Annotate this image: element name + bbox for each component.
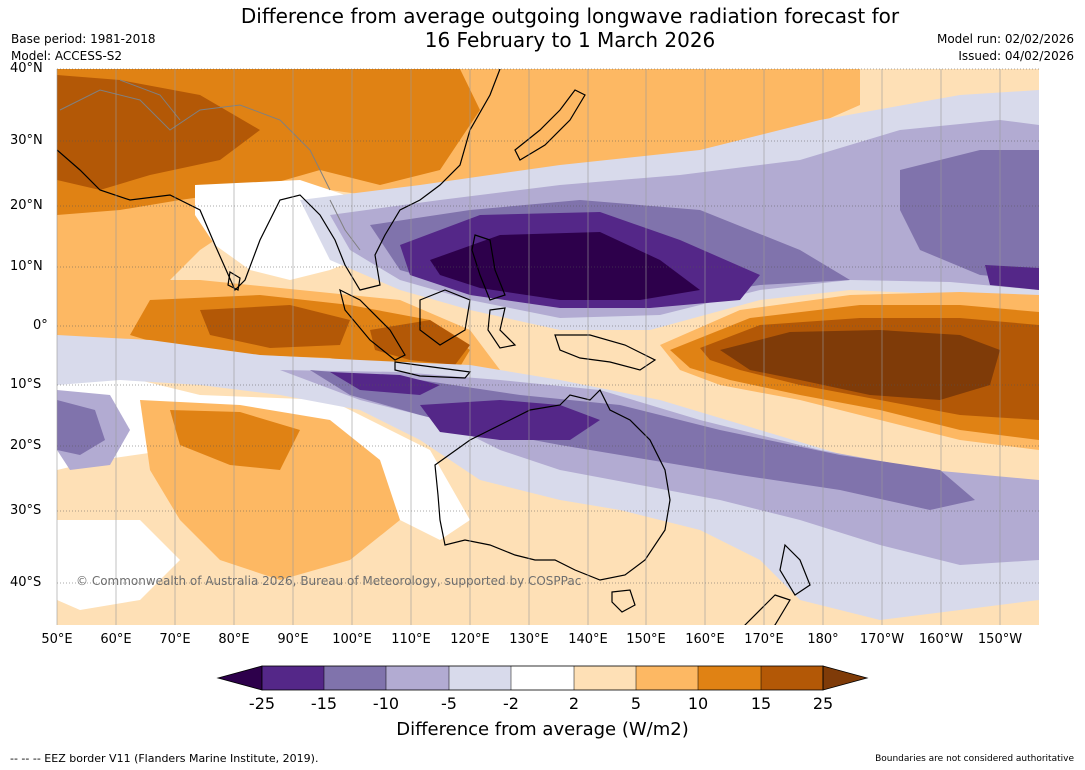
lon-label-170e: 170°E [744,632,784,647]
colorbar-bin-7 [636,666,698,690]
meridians [56,69,1001,625]
lon-label-70e: 70°E [159,632,191,647]
lon-label-140e: 140°E [568,632,608,647]
colorbar-tick: -5 [441,694,457,713]
model-run: Model run: 02/02/2026 [936,32,1074,46]
lat-label-30n: 30°N [10,133,43,148]
colorbar-bin-2 [324,666,386,690]
lat-label-40n: 40°N [10,61,43,76]
south-negative-region [57,335,1039,620]
sumatra-landmass [339,288,406,361]
west-pacific-extreme-negative [430,232,700,300]
meta-left: Base period: 1981-2018 Model: ACCESS-S2 [11,31,156,65]
lon-label-110e: 110°E [391,632,431,647]
north-very-strong-positive-region [57,75,260,190]
lat-label-equator: 0° [33,318,48,333]
lat-label-30s: 30°S [10,503,42,518]
lon-label-100e: 100°E [332,632,372,647]
lon-label-130e: 130°E [509,632,549,647]
anomaly-field [57,69,1039,625]
pacific-extreme-positive [720,330,1000,400]
eez-border-note: -- -- -- EEZ border V11 (Flanders Marine… [10,752,319,765]
lat-label-10s: 10°S [10,377,42,392]
java-landmass [394,361,472,379]
south-indian-strong-positive [170,410,300,470]
lon-label-150w: 150°W [977,632,1023,647]
colorbar-tick: 5 [630,694,642,713]
lat-label-40s: 40°S [10,575,42,590]
colorbar-label: Difference from average (W/m2) [396,719,689,740]
colorbar-bin-3 [386,666,449,690]
central-pacific-strong-negative [900,150,1039,280]
title-line-1: Difference from average outgoing longwav… [240,4,900,28]
lon-label-160w: 160°W [918,632,964,647]
colorbar-bin-1 [262,666,324,690]
lon-label-170w: 170°W [859,632,905,647]
copyright-notice: © Commonwealth of Australia 2026, Bureau… [76,574,582,588]
sulawesi-landmass [487,307,517,349]
australia-landmass [434,388,671,581]
lon-label-80e: 80°E [218,632,250,647]
colorbar-tick: -25 [248,694,276,713]
base-period: Base period: 1981-2018 [11,32,156,46]
lon-label-90e: 90°E [277,632,309,647]
model-name: Model: ACCESS-S2 [11,49,123,63]
lat-label-10n: 10°N [10,259,43,274]
country-borders [59,79,361,251]
lon-label-180: 180° [807,632,839,647]
chart-title: Difference from average outgoing longwav… [200,4,940,52]
lon-label-50e: 50°E [41,632,73,647]
lon-label-120e: 120°E [450,632,490,647]
colorbar-bin-9 [761,666,823,690]
lon-label-150e: 150°E [626,632,666,647]
western-indian-strong-negative [57,400,105,455]
new-zealand-north-island [779,543,811,596]
south-very-strong-negative [330,372,440,395]
colorbar-tick: 10 [687,694,709,713]
colorbar-tick: -2 [503,694,519,713]
colorbar [216,665,869,691]
colorbar-tick: -15 [310,694,338,713]
lat-label-20n: 20°N [10,198,43,213]
colorbar-bin-4 [449,666,511,690]
new-zealand-south-island [744,594,791,625]
neutral-region-southwest [57,520,180,610]
colorbar-tick: 2 [568,694,580,713]
boundaries-disclaimer: Boundaries are not considered authoritat… [875,754,1074,764]
lat-label-20s: 20°S [10,438,42,453]
colorbar-tick: 15 [750,694,772,713]
meta-right: Model run: 02/02/2026 Issued: 04/02/2026 [937,31,1074,65]
tasmania-landmass [611,589,636,613]
colorbar-bin-5 [511,666,574,690]
colorbar-min-arrow [216,665,263,691]
new-guinea-landmass [554,334,657,371]
philippines-landmass [471,234,506,301]
india-sri-lanka [227,271,241,291]
colorbar-frame [261,665,824,691]
indian-ocean-very-strong-positive [200,305,350,348]
colorbar-tick: 25 [812,694,834,713]
lon-label-160e: 160°E [685,632,725,647]
central-pacific-very-strong-negative [985,265,1039,290]
colorbar-tick: -10 [372,694,400,713]
title-line-2: 16 February to 1 March 2026 [424,28,716,52]
lon-label-60e: 60°E [100,632,132,647]
colorbar-bin-8 [698,666,761,690]
borneo-landmass [419,289,471,346]
colorbar-bin-6 [574,666,636,690]
japan-landmass [514,89,586,161]
issued-date: Issued: 04/02/2026 [958,49,1074,63]
indonesia-very-strong-positive [370,320,470,365]
colorbar-max-arrow [822,665,869,691]
